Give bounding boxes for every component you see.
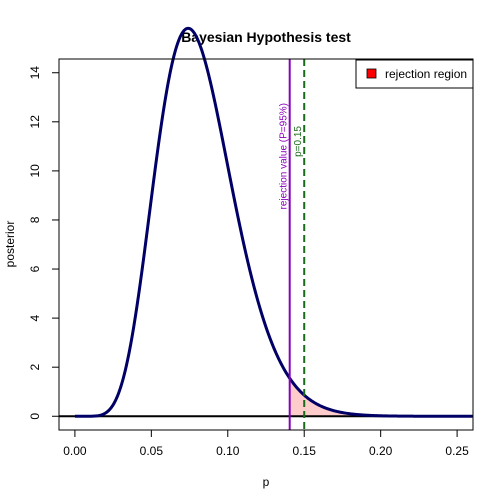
plot-region: rejection value (P=95%) p=0.15: [59, 26, 474, 430]
y-tick-label: 10: [28, 164, 42, 178]
y-tick-label: 6: [28, 265, 42, 272]
legend-label: rejection region: [385, 67, 467, 81]
x-tick-label: 0.20: [369, 444, 393, 458]
y-tick-label: 0: [28, 413, 42, 420]
chart-title: Bayesian Hypothesis test: [181, 29, 351, 45]
x-tick-label: 0.25: [445, 444, 469, 458]
rejection-value-label: rejection value (P=95%): [279, 103, 290, 209]
y-tick-label: 4: [28, 314, 42, 321]
y-tick-label: 12: [28, 115, 42, 129]
x-tick-label: 0.00: [63, 444, 87, 458]
x-tick-label: 0.10: [216, 444, 240, 458]
x-tick-label: 0.05: [140, 444, 164, 458]
legend-swatch: [366, 68, 377, 79]
y-axis: 0 2 4 6 8 10 12 14: [28, 66, 60, 420]
x-axis: 0.00 0.05 0.10 0.15 0.20 0.25: [63, 429, 469, 458]
posterior-curve: [74, 26, 474, 418]
y-axis-label: posterior: [3, 221, 17, 268]
x-tick-label: 0.15: [293, 444, 317, 458]
legend: rejection region: [355, 59, 474, 89]
y-tick-label: 2: [28, 364, 42, 371]
x-axis-label: p: [263, 475, 270, 489]
y-tick-label: 14: [28, 66, 42, 80]
p-threshold-label: p=0.15: [293, 126, 304, 157]
y-tick-label: 8: [28, 216, 42, 223]
